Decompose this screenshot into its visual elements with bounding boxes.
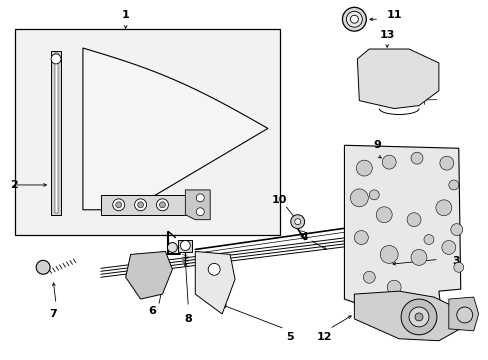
Circle shape — [36, 260, 50, 274]
Polygon shape — [125, 251, 172, 299]
Polygon shape — [55, 53, 58, 213]
Circle shape — [456, 307, 472, 323]
Circle shape — [406, 213, 420, 227]
Text: 1: 1 — [122, 10, 129, 20]
Circle shape — [346, 11, 362, 27]
Text: 11: 11 — [386, 10, 401, 20]
Polygon shape — [178, 239, 192, 252]
Text: 3: 3 — [451, 256, 459, 266]
Polygon shape — [51, 51, 61, 215]
Text: 13: 13 — [379, 30, 394, 40]
Text: 7: 7 — [49, 309, 57, 319]
Circle shape — [439, 156, 453, 170]
Circle shape — [137, 202, 143, 208]
Circle shape — [208, 264, 220, 275]
Circle shape — [363, 271, 374, 283]
Circle shape — [382, 155, 395, 169]
Circle shape — [116, 202, 122, 208]
Circle shape — [196, 194, 204, 202]
Polygon shape — [448, 297, 478, 331]
Circle shape — [450, 224, 462, 235]
Circle shape — [156, 199, 168, 211]
Polygon shape — [83, 48, 267, 210]
Bar — [15, 29, 279, 235]
Circle shape — [180, 240, 190, 251]
Circle shape — [354, 231, 367, 244]
Circle shape — [448, 180, 458, 190]
Polygon shape — [195, 251, 235, 314]
Circle shape — [453, 262, 463, 272]
Circle shape — [350, 189, 367, 207]
Circle shape — [356, 160, 371, 176]
Text: 2: 2 — [10, 180, 18, 190]
Circle shape — [375, 207, 391, 223]
Circle shape — [386, 280, 400, 294]
Circle shape — [294, 219, 300, 225]
Circle shape — [113, 199, 124, 211]
Text: 10: 10 — [271, 195, 287, 205]
Text: 5: 5 — [285, 332, 293, 342]
Circle shape — [167, 243, 177, 252]
Circle shape — [408, 307, 428, 327]
Circle shape — [196, 208, 204, 216]
Circle shape — [368, 190, 379, 200]
Text: 12: 12 — [316, 332, 332, 342]
Polygon shape — [344, 145, 460, 311]
Circle shape — [51, 54, 61, 64]
Circle shape — [414, 313, 422, 321]
Circle shape — [290, 215, 304, 229]
Text: 9: 9 — [372, 140, 381, 150]
Circle shape — [410, 152, 422, 164]
Circle shape — [410, 249, 426, 265]
Circle shape — [400, 299, 436, 335]
Text: 4: 4 — [300, 231, 308, 242]
Polygon shape — [354, 291, 463, 341]
Circle shape — [342, 7, 366, 31]
Circle shape — [159, 202, 165, 208]
Text: 6: 6 — [148, 306, 156, 316]
Circle shape — [435, 200, 451, 216]
Text: 8: 8 — [184, 314, 192, 324]
Polygon shape — [185, 190, 210, 220]
Circle shape — [441, 240, 455, 255]
Polygon shape — [357, 49, 438, 109]
Circle shape — [423, 235, 433, 244]
Circle shape — [380, 246, 397, 264]
Circle shape — [350, 15, 358, 23]
Polygon shape — [101, 195, 195, 215]
Circle shape — [134, 199, 146, 211]
